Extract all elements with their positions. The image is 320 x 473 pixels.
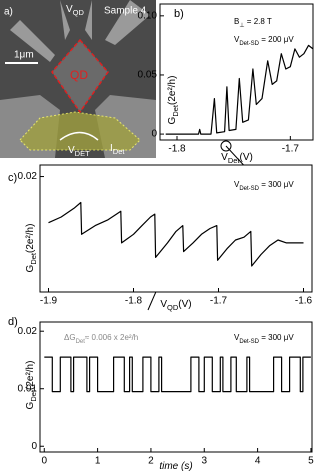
text-part: = 300 μV: [259, 333, 294, 342]
panel-label: d): [8, 316, 18, 328]
x-tick-label: -1.7: [282, 144, 300, 155]
text-part: V: [234, 180, 240, 189]
qd-label: QD: [70, 68, 88, 82]
text-part: V: [221, 152, 228, 163]
subscript: QD: [167, 303, 179, 312]
chart-panel: -1.8 -1.700.050.10 b)VDet(V)GDet(2e²/h)B⊥ …: [138, 3, 314, 166]
subscript: Det: [113, 147, 126, 156]
current-arrow: [59, 131, 99, 141]
text-part: G: [167, 116, 178, 124]
subscript: Det: [29, 389, 38, 402]
plot-frame: [39, 164, 313, 293]
text-part: time (s): [159, 461, 192, 472]
gate-label: VQD: [66, 4, 85, 18]
text-part: (2e²/h): [25, 224, 36, 253]
text-part: G: [25, 401, 36, 409]
data-line: [44, 356, 311, 393]
x-tick-label: 1: [95, 456, 101, 467]
x-tick-label: 5: [308, 456, 314, 467]
text-part: I: [110, 143, 113, 154]
text-part: G: [25, 264, 36, 272]
text-part: (V): [178, 299, 191, 310]
y-tick-label: 0.01: [18, 383, 38, 394]
x-tick-label: -1.6: [295, 296, 313, 307]
y-axis-label: GDet(2e²/h): [167, 76, 181, 125]
annotation: VDet-SD = 300 μV: [234, 180, 294, 191]
data-line: [165, 44, 314, 135]
text-part: V: [234, 35, 240, 44]
chart-panel: 0 1 2 3 4 500.010.02d)time (s)GDet(2e²/h)VDet…: [8, 316, 314, 472]
y-tick-label: 0.10: [138, 10, 158, 21]
annotation: ΔGDet≈ 0.006 x 2e²/h: [64, 333, 138, 344]
text-part: ≈ 0.006 x 2e²/h: [85, 333, 138, 342]
text-part: (V): [240, 152, 253, 163]
text-part: V: [68, 145, 75, 156]
x-tick-label: -1.8: [125, 296, 143, 307]
panel-label: c): [8, 172, 17, 184]
subscript: DET: [75, 149, 90, 158]
text-part: = 2.8 T: [245, 17, 272, 26]
subscript: Det: [29, 252, 38, 265]
text-part: ΔG: [64, 333, 76, 342]
y-tick-label: 0.02: [18, 326, 38, 337]
text-part: = 200 μV: [259, 35, 294, 44]
current-label: IDet: [110, 143, 125, 157]
y-tick-label: 0.05: [138, 70, 158, 81]
sem-image: a) VQD Sample 4 1μm QD VDET IDet: [0, 0, 156, 158]
plot-frame: [39, 321, 313, 453]
x-tick-label: -1.8: [168, 144, 186, 155]
x-tick-label: 4: [255, 456, 261, 467]
qd-outline: [51, 38, 109, 114]
x-tick-label: 0: [41, 456, 47, 467]
panel-label: b): [174, 8, 184, 20]
subscript: ⊥: [239, 22, 244, 29]
x-axis-label: VDet(V): [221, 152, 253, 166]
chart-panel: -1.9 -1.8 -1.7 -1.60.02c)VQD(V)GDet(2e²/h)V…: [8, 164, 313, 313]
panel-label: a): [4, 7, 13, 18]
subscript: QD: [73, 8, 85, 17]
detector: [19, 111, 141, 151]
zoom-circle: [220, 140, 232, 152]
x-tick-label: 3: [201, 456, 207, 467]
gate: [10, 0, 150, 62]
y-axis-label: GDet(2e²/h): [25, 361, 39, 410]
subscript: Det-SD: [239, 339, 259, 345]
text-part: V: [66, 4, 73, 15]
annotation: VDet-SD = 300 μV: [234, 333, 294, 344]
text-part: = 300 μV: [259, 180, 294, 189]
subscript: Det-SD: [239, 186, 259, 192]
subscript: Det: [171, 104, 180, 117]
subscript: Det: [228, 156, 241, 165]
annotation: VDet-SD = 200 μV: [234, 35, 294, 46]
scale-label: 1μm: [14, 50, 34, 61]
y-tick-label: 0: [151, 129, 157, 140]
sample-label: Sample 4: [104, 6, 147, 17]
text-part: (2e²/h): [167, 76, 178, 105]
text-part: V: [160, 299, 167, 310]
annotation: B⊥ = 2.8 T: [234, 17, 272, 28]
x-axis-label: VQD(V): [160, 299, 191, 313]
text-part: V: [234, 333, 240, 342]
y-tick-label: 0.02: [18, 171, 38, 182]
text-part: (2e²/h): [25, 361, 36, 390]
data-line: [48, 201, 304, 267]
detector-label: VDET: [68, 145, 90, 159]
x-tick-label: -1.7: [210, 296, 228, 307]
y-tick-label: 0: [31, 441, 37, 452]
x-tick-label: -1.9: [40, 296, 58, 307]
x-axis-label: time (s): [159, 461, 192, 472]
subscript: Det: [76, 339, 86, 345]
x-tick-label: 2: [148, 456, 154, 467]
text-part: B: [234, 17, 239, 26]
y-axis-label: GDet(2e²/h): [25, 224, 39, 273]
subscript: Det-SD: [239, 41, 259, 47]
